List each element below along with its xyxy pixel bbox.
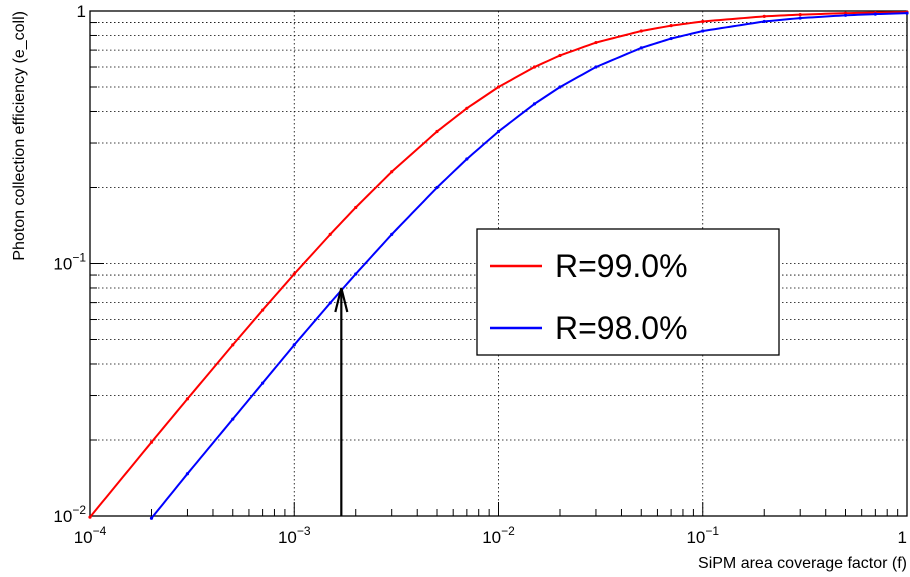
- data-point: [390, 232, 394, 236]
- data-point: [261, 381, 265, 385]
- data-point: [905, 11, 909, 15]
- data-point: [798, 13, 802, 17]
- series-line: [150, 12, 908, 519]
- data-point: [185, 472, 190, 476]
- x-axis-label: SiPM area coverage factor (f): [698, 555, 907, 572]
- data-point: [496, 129, 501, 134]
- y-tick-label: 10−2: [53, 503, 86, 526]
- data-point: [669, 36, 673, 41]
- y-tick-label: 1: [77, 2, 86, 21]
- data-point: [843, 13, 848, 17]
- data-point: [292, 272, 296, 276]
- x-tick-label: 10−1: [686, 524, 719, 547]
- data-point: [328, 232, 332, 236]
- x-tick-label: 10−3: [278, 524, 311, 547]
- arrow-head: [334, 287, 349, 313]
- data-point: [390, 170, 394, 174]
- data-point: [496, 85, 501, 89]
- data-point: [149, 516, 154, 520]
- data-point: [669, 24, 673, 28]
- data-point: [798, 16, 802, 20]
- data-point: [762, 19, 766, 24]
- legend-label: R=98.0%: [555, 310, 688, 346]
- data-point: [435, 129, 439, 134]
- data-point: [465, 157, 469, 161]
- data-point: [231, 417, 235, 421]
- data-point: [532, 102, 537, 106]
- data-point: [231, 343, 235, 347]
- series-r99: [88, 10, 909, 519]
- data-point: [292, 343, 296, 347]
- data-point: [185, 397, 190, 401]
- data-point: [261, 308, 265, 312]
- x-tick-label: 10−2: [482, 524, 515, 547]
- data-point: [701, 19, 705, 24]
- x-tick-label: 1: [898, 528, 907, 547]
- y-axis-label: Photon collection efficiency (e_coll): [11, 11, 28, 261]
- series-layer: [88, 10, 909, 520]
- data-point: [435, 185, 439, 190]
- data-point: [558, 53, 562, 58]
- y-tick-labels: 10−2 10−1 1: [53, 2, 86, 526]
- data-point: [532, 65, 537, 69]
- series-r98: [149, 11, 909, 520]
- data-point: [354, 205, 358, 210]
- data-point: [873, 12, 877, 16]
- data-point: [594, 40, 598, 45]
- legend-box: [476, 228, 780, 356]
- data-point: [354, 272, 358, 276]
- data-point: [149, 440, 154, 444]
- data-point: [701, 29, 705, 33]
- data-point: [88, 515, 92, 519]
- x-tick-label: 10−4: [74, 524, 107, 547]
- data-point: [639, 46, 643, 50]
- data-point: [328, 301, 332, 305]
- annotation-layer: [334, 287, 349, 516]
- data-point: [762, 14, 766, 18]
- data-point: [639, 29, 643, 33]
- grid: [90, 11, 907, 516]
- data-point: [594, 65, 598, 69]
- data-point: [465, 106, 469, 110]
- x-tick-labels: 10−4 10−3 10−2 10−1 1: [74, 524, 907, 547]
- legend-label: R=99.0%: [555, 248, 688, 284]
- data-point: [558, 85, 562, 89]
- axis-ticks: [89, 10, 908, 517]
- y-tick-label: 10−1: [53, 251, 86, 274]
- legend: R=99.0% R=98.0%: [476, 228, 780, 356]
